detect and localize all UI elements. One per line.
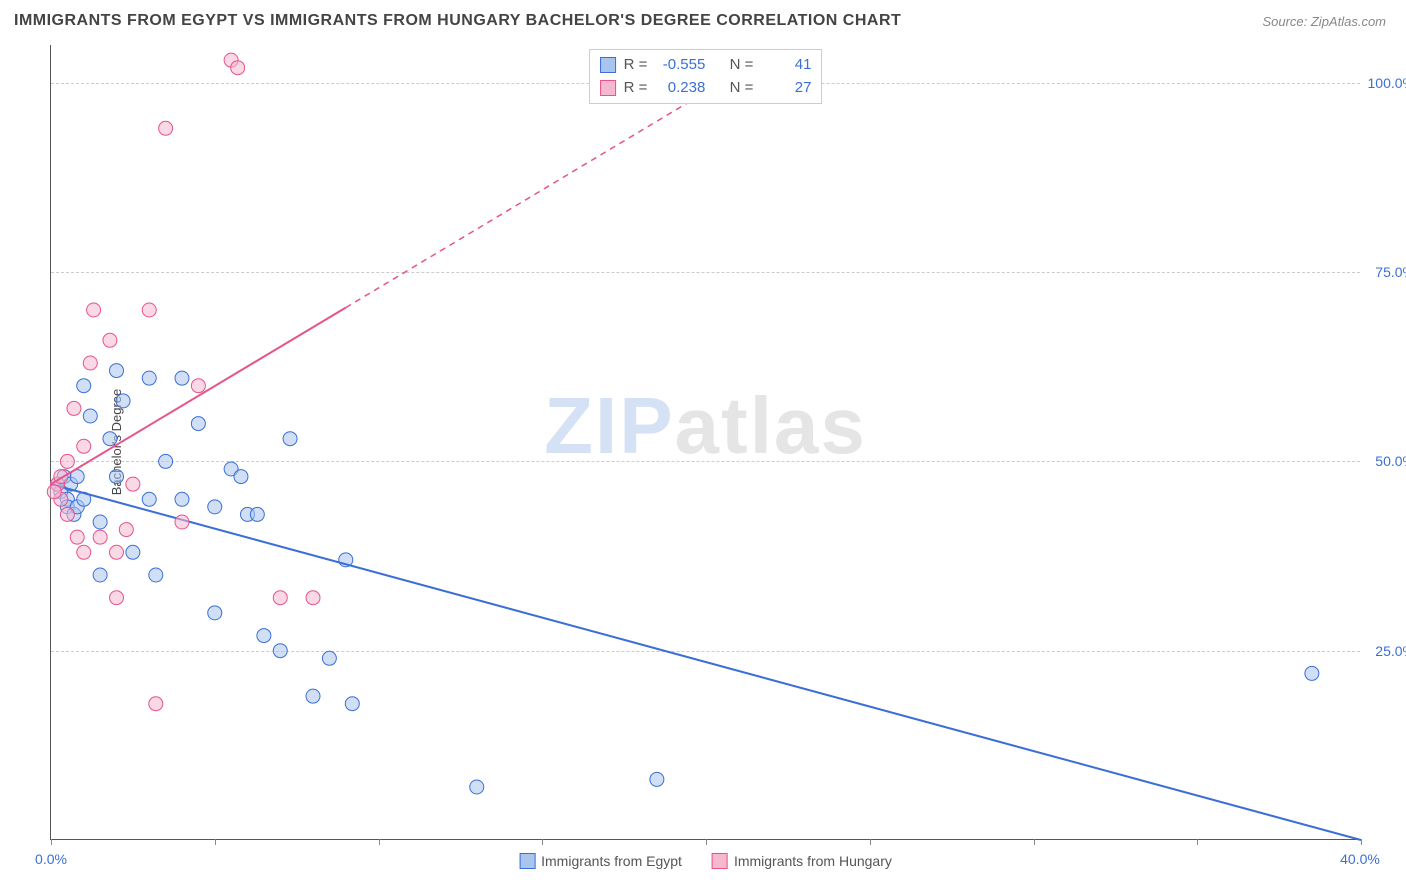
y-tick-label: 50.0% xyxy=(1365,453,1406,469)
chart-title: IMMIGRANTS FROM EGYPT VS IMMIGRANTS FROM… xyxy=(14,12,901,30)
data-point xyxy=(159,121,173,135)
swatch-hungary xyxy=(600,80,616,96)
data-point xyxy=(322,651,336,665)
data-point xyxy=(110,591,124,605)
r-label: R = xyxy=(624,77,648,100)
data-point xyxy=(149,697,163,711)
data-point xyxy=(149,568,163,582)
legend-item-hungary: Immigrants from Hungary xyxy=(712,853,892,869)
n-value-hungary: 27 xyxy=(761,77,811,100)
data-point xyxy=(77,379,91,393)
data-point xyxy=(87,303,101,317)
data-point xyxy=(159,454,173,468)
data-point xyxy=(231,61,245,75)
data-point xyxy=(306,689,320,703)
data-point xyxy=(47,485,61,499)
data-point xyxy=(306,591,320,605)
data-point xyxy=(283,432,297,446)
data-point xyxy=(191,417,205,431)
correlation-row-hungary: R = 0.238 N = 27 xyxy=(600,77,812,100)
x-tick xyxy=(215,839,216,845)
data-point xyxy=(257,629,271,643)
r-value-hungary: 0.238 xyxy=(655,77,705,100)
correlation-row-egypt: R = -0.555 N = 41 xyxy=(600,54,812,77)
data-point xyxy=(83,356,97,370)
r-label: R = xyxy=(624,54,648,77)
n-value-egypt: 41 xyxy=(761,54,811,77)
x-tick xyxy=(1034,839,1035,845)
legend-label-hungary: Immigrants from Hungary xyxy=(734,853,892,869)
data-point xyxy=(650,772,664,786)
data-point xyxy=(208,606,222,620)
data-point xyxy=(126,477,140,491)
x-axis-max-label: 40.0% xyxy=(1340,851,1380,867)
data-point xyxy=(77,545,91,559)
data-point xyxy=(110,364,124,378)
source-attribution: Source: ZipAtlas.com xyxy=(1262,14,1386,29)
swatch-hungary xyxy=(712,853,728,869)
data-point xyxy=(67,401,81,415)
data-point xyxy=(103,333,117,347)
data-point xyxy=(60,454,74,468)
data-point xyxy=(126,545,140,559)
x-tick xyxy=(51,839,52,845)
trend-line xyxy=(51,484,1361,840)
data-point xyxy=(142,371,156,385)
data-point xyxy=(110,470,124,484)
data-point xyxy=(60,507,74,521)
plot-area: Bachelor's Degree ZIPatlas R = -0.555 N … xyxy=(50,45,1360,840)
swatch-egypt xyxy=(600,57,616,73)
data-point xyxy=(119,523,133,537)
y-tick-label: 75.0% xyxy=(1365,264,1406,280)
data-point xyxy=(93,568,107,582)
x-tick xyxy=(542,839,543,845)
data-point xyxy=(93,515,107,529)
data-point xyxy=(83,409,97,423)
data-point xyxy=(110,545,124,559)
data-point xyxy=(273,644,287,658)
data-point xyxy=(191,379,205,393)
x-axis-min-label: 0.0% xyxy=(35,851,67,867)
legend-item-egypt: Immigrants from Egypt xyxy=(519,853,682,869)
data-point xyxy=(470,780,484,794)
x-tick xyxy=(1197,839,1198,845)
data-point xyxy=(208,500,222,514)
data-point xyxy=(175,492,189,506)
y-tick-label: 25.0% xyxy=(1365,643,1406,659)
n-label: N = xyxy=(730,54,754,77)
y-tick-label: 100.0% xyxy=(1365,75,1406,91)
scatter-svg xyxy=(51,45,1360,839)
data-point xyxy=(273,591,287,605)
swatch-egypt xyxy=(519,853,535,869)
data-point xyxy=(142,303,156,317)
data-point xyxy=(175,515,189,529)
data-point xyxy=(234,470,248,484)
correlation-legend: R = -0.555 N = 41 R = 0.238 N = 27 xyxy=(589,49,823,104)
series-legend: Immigrants from Egypt Immigrants from Hu… xyxy=(519,853,892,869)
data-point xyxy=(250,507,264,521)
data-point xyxy=(70,530,84,544)
n-label: N = xyxy=(730,77,754,100)
data-point xyxy=(1305,666,1319,680)
x-tick xyxy=(1361,839,1362,845)
data-point xyxy=(142,492,156,506)
data-point xyxy=(175,371,189,385)
data-point xyxy=(345,697,359,711)
x-tick xyxy=(870,839,871,845)
data-point xyxy=(93,530,107,544)
data-point xyxy=(116,394,130,408)
legend-label-egypt: Immigrants from Egypt xyxy=(541,853,682,869)
trend-line xyxy=(51,308,346,485)
r-value-egypt: -0.555 xyxy=(655,54,705,77)
x-tick xyxy=(706,839,707,845)
data-point xyxy=(103,432,117,446)
x-tick xyxy=(379,839,380,845)
data-point xyxy=(77,439,91,453)
